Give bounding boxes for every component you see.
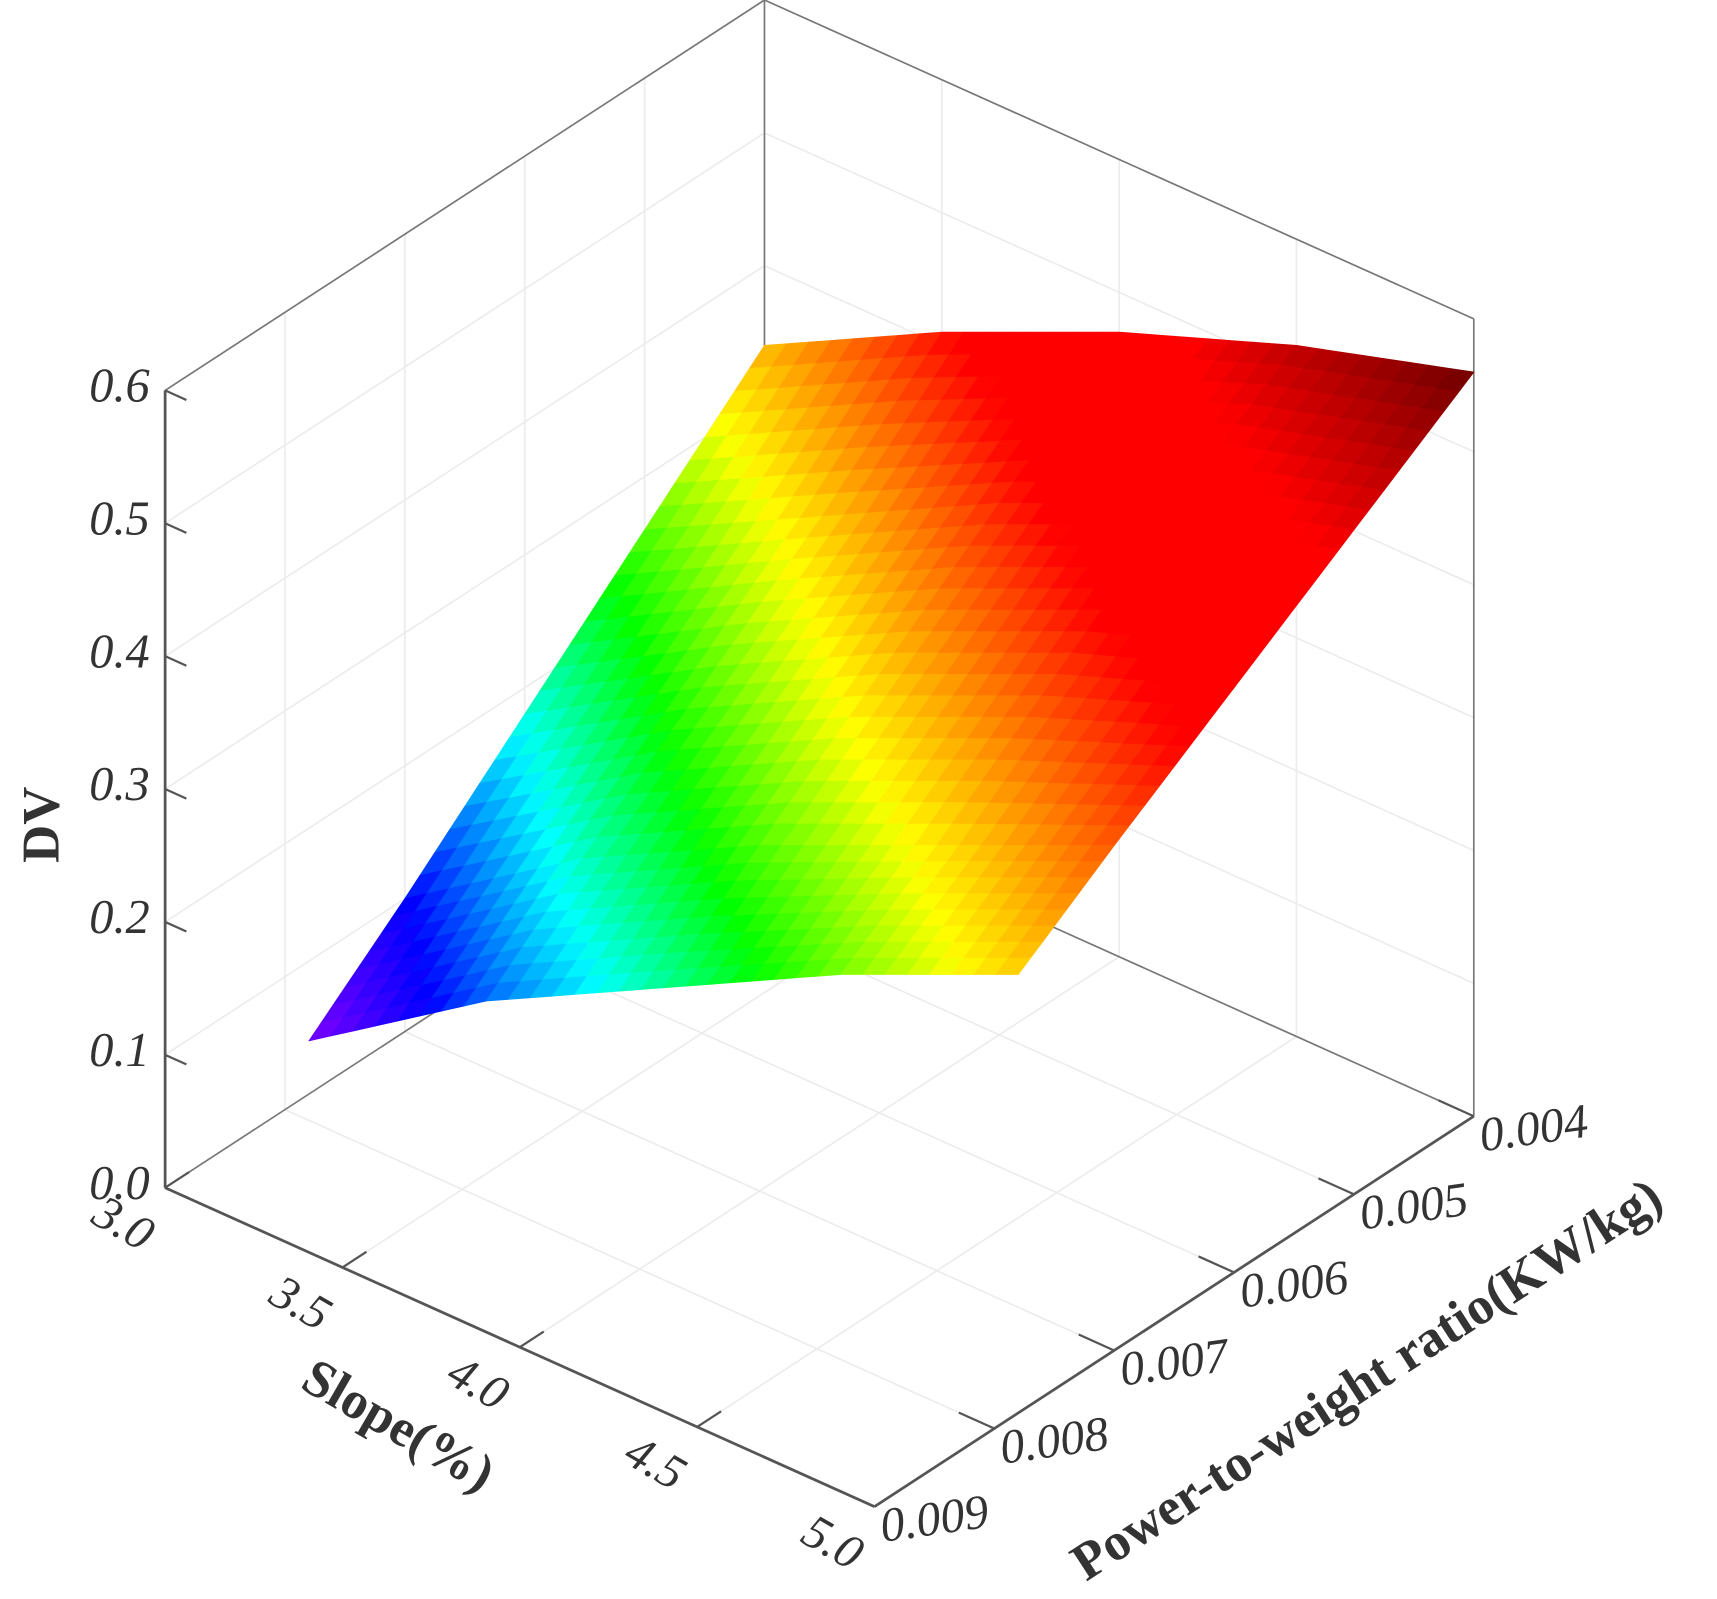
surface [308, 331, 1475, 1042]
x-tick [341, 1250, 368, 1269]
z-tick-label: 0.2 [89, 891, 149, 944]
x-tick [873, 1490, 900, 1508]
x-tick-label: 5.0 [793, 1504, 872, 1580]
z-tick [164, 389, 187, 401]
x-tick-label: 4.0 [439, 1345, 518, 1421]
y-tick-label: 0.004 [1476, 1095, 1591, 1163]
z-tick-label: 0.3 [89, 758, 149, 811]
z-tick [164, 522, 187, 534]
y-tick [958, 1411, 995, 1430]
box-edge [164, 0, 765, 392]
z-tick-label: 0.4 [89, 625, 149, 678]
x-tick-label: 4.5 [616, 1425, 695, 1501]
x-tick [696, 1410, 722, 1428]
z-tick-label: 0.1 [89, 1024, 149, 1077]
y-tick [1318, 1177, 1355, 1196]
z-axis-title: DV [12, 787, 70, 863]
y-axis [873, 1115, 1475, 1508]
z-tick-label: 0.5 [89, 492, 149, 545]
x-tick [164, 1171, 190, 1189]
z-tick [164, 788, 187, 800]
grid-line [164, 0, 1475, 392]
z-tick [164, 1186, 187, 1199]
z-tick [164, 655, 187, 667]
x-axis [164, 1186, 876, 1508]
y-tick [1437, 1099, 1475, 1118]
surface-patch [995, 957, 1031, 975]
z-tick-label: 0.6 [89, 360, 149, 413]
z-tick [164, 920, 187, 933]
y-tick [1078, 1333, 1115, 1352]
x-tick [519, 1330, 545, 1349]
x-tick-label: 3.5 [260, 1265, 340, 1342]
y-tick [1198, 1255, 1235, 1274]
z-tick-label: 0.0 [89, 1157, 149, 1210]
y-tick [838, 1489, 875, 1508]
z-tick [164, 1053, 187, 1066]
box-edge [764, 0, 1475, 320]
